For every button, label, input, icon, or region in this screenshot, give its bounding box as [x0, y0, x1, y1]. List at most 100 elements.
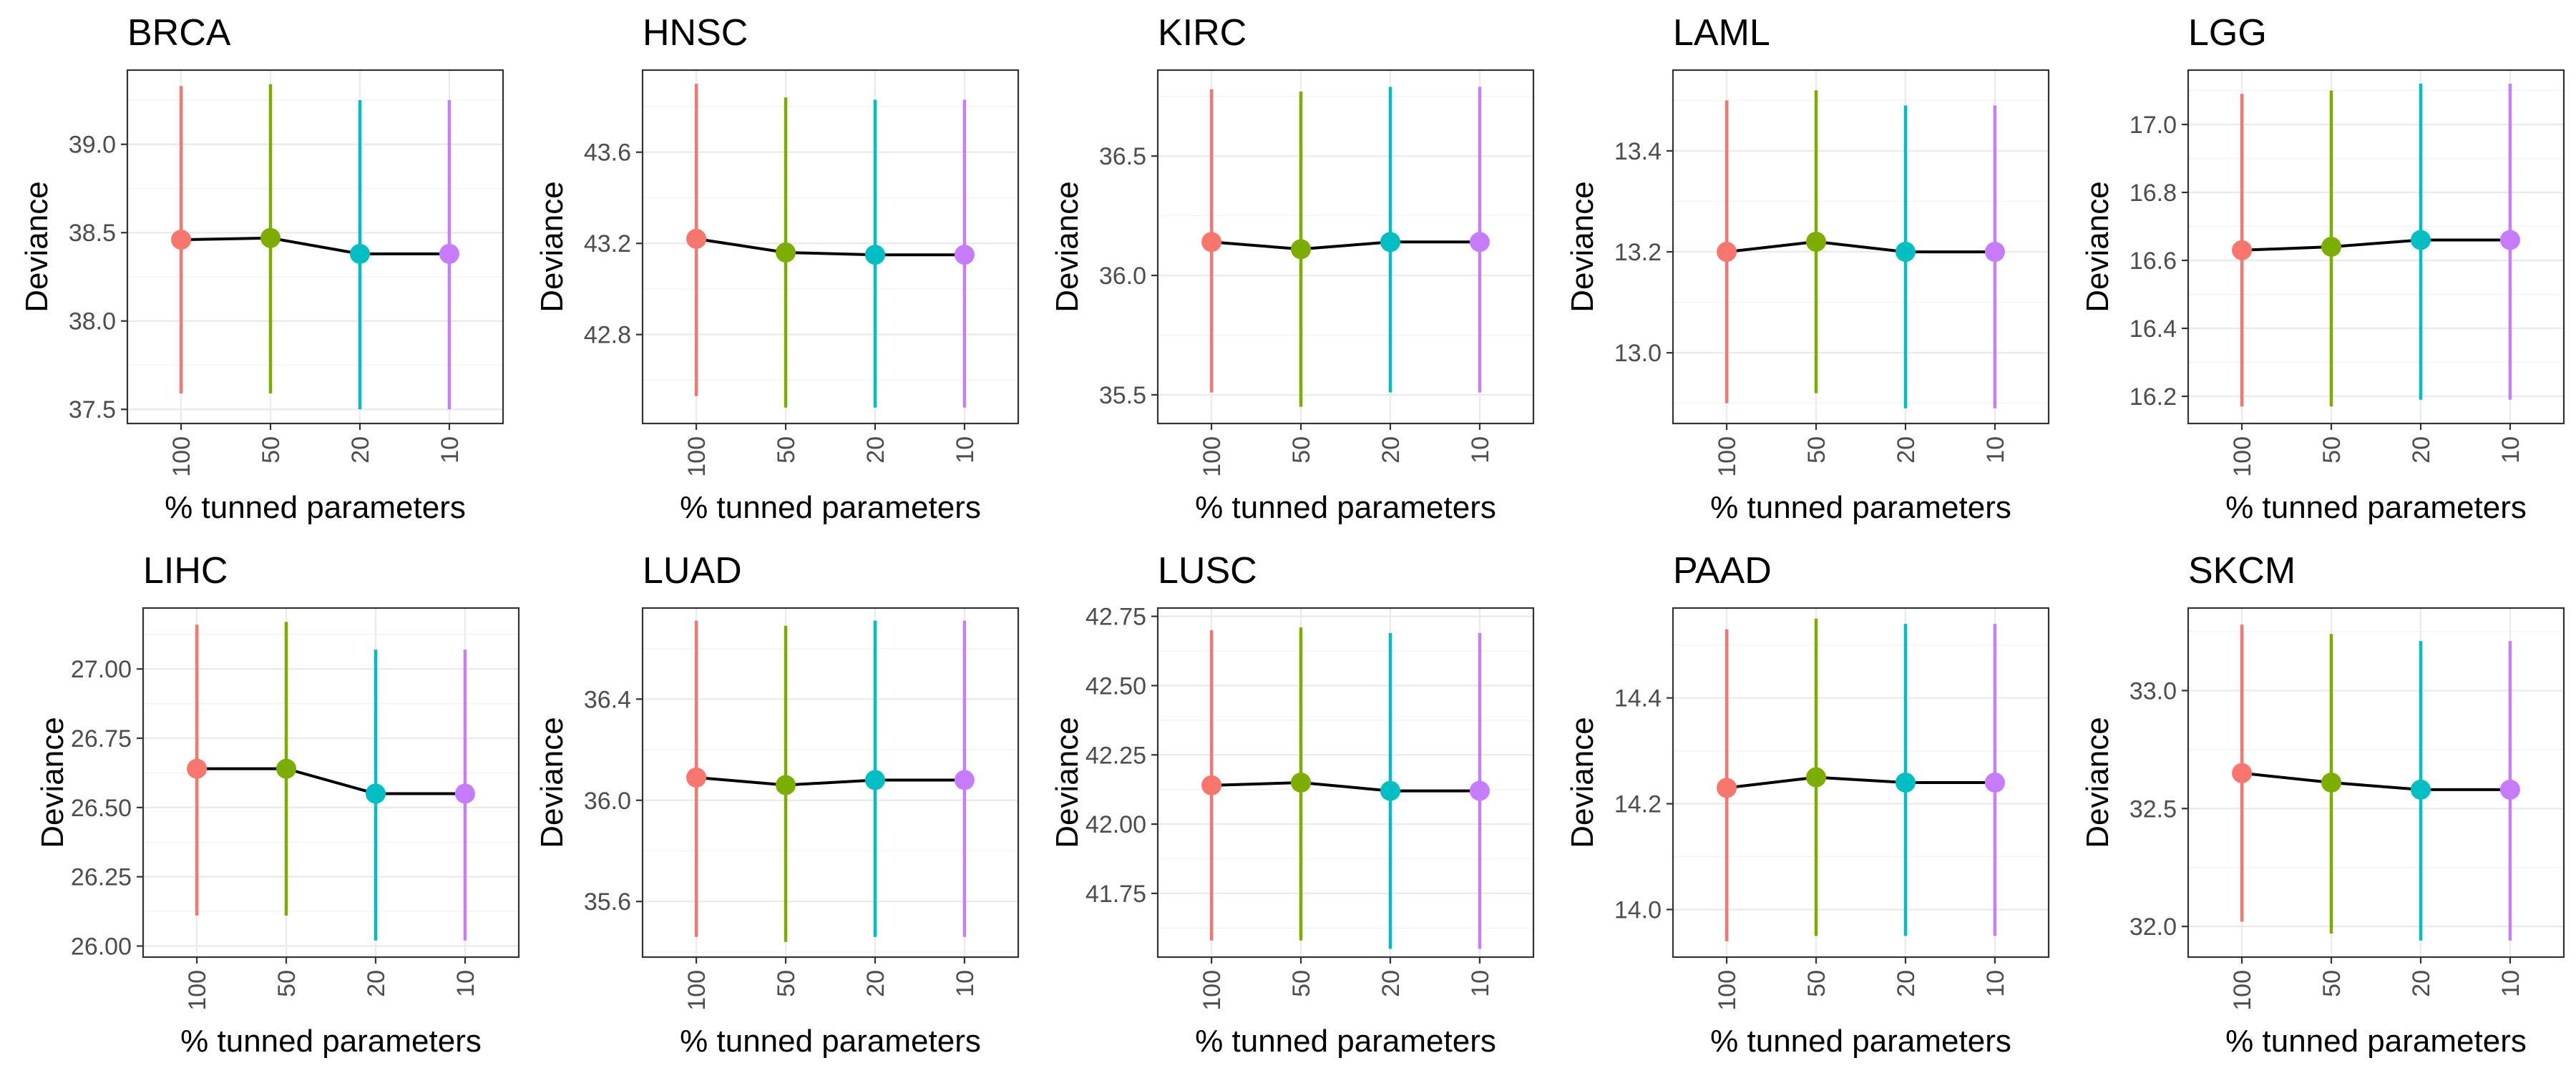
- y-tick-label: 36.4: [584, 686, 631, 713]
- mean-point-50: [1291, 239, 1312, 260]
- panel-title: SKCM: [2188, 550, 2296, 592]
- x-tick-label: 20: [1893, 436, 1920, 464]
- mean-point-50: [776, 775, 796, 795]
- mean-point-20: [1895, 242, 1916, 263]
- x-tick-label: 100: [2229, 436, 2256, 477]
- y-tick-label: 26.25: [71, 864, 132, 891]
- panel-lgg: 16.2 16.4 16.6 16.8 17.0 100 50 20 10 LGG % tunned…: [2080, 12, 2565, 525]
- mean-point-20: [1380, 780, 1400, 801]
- y-axis-title: Deviance: [19, 181, 54, 312]
- x-tick-label: 100: [1199, 436, 1226, 477]
- mean-point-20: [2410, 779, 2431, 800]
- x-axis-title: % tunned parameters: [1710, 490, 2011, 525]
- y-tick-label: 35.6: [584, 888, 631, 916]
- panel-laml: 13.0 13.2 13.4 100 50 20 10 LAML % tunned parame…: [1565, 12, 2050, 525]
- x-tick-label: 20: [862, 970, 889, 997]
- panel-lihc: 26.00 26.25 26.50 26.75 27.00 100 50 20 10 LIHC % …: [35, 550, 520, 1059]
- mean-point-50: [260, 227, 281, 248]
- x-tick-label: 10: [1982, 436, 2009, 464]
- mean-line: [696, 237, 965, 257]
- x-tick-label: 10: [2497, 970, 2524, 997]
- mean-point-10: [2499, 779, 2520, 800]
- panel-border: [1672, 607, 2050, 959]
- mean-point-100: [2232, 763, 2253, 783]
- x-axis-title: % tunned parameters: [2225, 1024, 2527, 1059]
- x-tick-label: 20: [1377, 970, 1405, 997]
- x-tick-label: 100: [683, 970, 711, 1011]
- panel-title: LUAD: [643, 550, 742, 592]
- x-axis-title: % tunned parameters: [180, 1024, 482, 1059]
- x-axis-title: % tunned parameters: [1710, 1024, 2011, 1059]
- mean-point-20: [1380, 232, 1400, 253]
- y-tick-label: 13.0: [1614, 340, 1662, 367]
- x-tick-label: 20: [862, 436, 889, 464]
- mean-point-10: [2499, 230, 2520, 250]
- mean-point-50: [2321, 773, 2342, 793]
- panel-lusc: 41.75 42.00 42.25 42.50 42.75 100 50 20 10 LUSC % …: [1050, 550, 1535, 1059]
- y-tick-label: 36.0: [1099, 263, 1146, 290]
- panel-skcm: 32.0 32.5 33.0 100 50 20 10 SKCM % tunned parame…: [2080, 550, 2565, 1059]
- y-tick-label: 32.5: [2129, 795, 2177, 823]
- x-tick-label: 10: [1467, 970, 1494, 997]
- y-tick-label: 41.75: [1085, 881, 1146, 908]
- y-tick-label: 42.75: [1085, 604, 1146, 631]
- x-tick-label: 50: [773, 436, 800, 464]
- y-tick-label: 14.0: [1614, 896, 1662, 923]
- mean-point-20: [1895, 773, 1916, 793]
- y-tick-label: 37.5: [69, 396, 116, 423]
- panel-border: [126, 69, 504, 425]
- y-axis-title: Deviance: [2080, 717, 2115, 848]
- panel-luad: 35.6 36.0 36.4 100 50 20 10 LUAD % tunned parame…: [535, 550, 1020, 1059]
- x-tick-label: 100: [683, 436, 711, 477]
- x-tick-label: 50: [1288, 436, 1315, 464]
- y-tick-label: 26.50: [71, 795, 132, 822]
- mean-point-20: [864, 770, 885, 790]
- x-tick-label: 100: [1714, 436, 1741, 477]
- x-tick-label: 50: [773, 970, 800, 997]
- panel-hnsc: 42.8 43.2 43.6 100 50 20 10 HNSC % tunned parame…: [535, 12, 1020, 525]
- panel-kirc: 35.5 36.0 36.5 100 50 20 10 KIRC % tunned parame…: [1050, 12, 1535, 525]
- x-tick-label: 10: [1982, 970, 2009, 997]
- y-tick-label: 14.2: [1614, 791, 1662, 818]
- panel-border: [1156, 607, 1535, 959]
- mean-point-50: [1806, 767, 1827, 788]
- x-axis-title: % tunned parameters: [680, 490, 981, 525]
- mean-line: [2241, 771, 2510, 791]
- panel-border: [1672, 69, 2050, 425]
- mean-point-50: [276, 758, 297, 779]
- mean-point-20: [365, 783, 386, 804]
- mean-point-10: [954, 770, 975, 790]
- y-tick-label: 43.2: [584, 230, 631, 258]
- mean-line: [1211, 240, 1480, 251]
- y-tick-label: 36.0: [584, 788, 631, 815]
- panel-border: [641, 607, 1020, 959]
- y-tick-label: 35.5: [1099, 382, 1146, 409]
- x-tick-label: 10: [452, 970, 479, 997]
- mean-point-100: [1201, 232, 1222, 253]
- mean-line: [1726, 775, 1995, 790]
- mean-point-10: [1984, 773, 2005, 793]
- x-tick-label: 100: [1714, 970, 1741, 1011]
- mean-point-10: [454, 783, 475, 804]
- y-tick-label: 42.00: [1085, 811, 1146, 838]
- x-tick-label: 10: [436, 436, 464, 464]
- mean-line: [696, 775, 965, 787]
- y-tick-label: 38.5: [69, 220, 116, 247]
- mean-line: [2242, 238, 2510, 252]
- y-axis-title: Deviance: [535, 717, 570, 848]
- y-tick-label: 26.75: [71, 725, 132, 753]
- y-axis-title: Deviance: [2080, 181, 2115, 312]
- mean-point-10: [1469, 232, 1490, 253]
- x-axis-title: % tunned parameters: [2225, 490, 2527, 525]
- x-tick-label: 100: [168, 436, 195, 477]
- y-tick-label: 42.50: [1085, 672, 1146, 700]
- y-tick-label: 14.4: [1614, 685, 1662, 712]
- panel-paad: 14.0 14.2 14.4 100 50 20 10 PAAD % tunned parame…: [1565, 550, 2050, 1059]
- y-tick-label: 16.6: [2129, 248, 2177, 275]
- x-tick-label: 20: [2408, 436, 2435, 464]
- x-tick-label: 100: [184, 970, 211, 1011]
- x-axis-title: % tunned parameters: [680, 1024, 981, 1059]
- mean-line: [197, 767, 465, 795]
- x-tick-label: 10: [952, 970, 979, 997]
- y-tick-label: 43.6: [584, 139, 631, 167]
